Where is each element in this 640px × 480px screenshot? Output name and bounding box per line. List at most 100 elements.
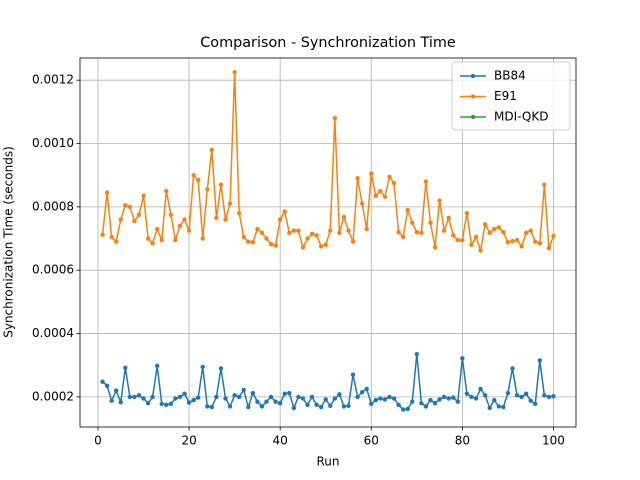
x-tick-label: 60	[364, 434, 379, 448]
data-point	[460, 237, 465, 243]
data-point	[337, 230, 342, 236]
data-point	[446, 396, 451, 401]
data-point	[501, 404, 506, 410]
data-point	[114, 239, 119, 244]
data-point	[400, 407, 406, 412]
legend-label: BB84	[494, 69, 526, 83]
data-point	[350, 239, 356, 244]
data-point	[382, 194, 388, 199]
data-point	[200, 236, 205, 241]
y-tick-label: 0.0006	[32, 263, 74, 277]
data-point	[136, 212, 142, 217]
legend-label: MDI-QKD	[494, 110, 548, 124]
data-point	[350, 372, 356, 377]
data-point	[104, 190, 110, 195]
data-point	[341, 404, 347, 409]
data-point	[223, 396, 228, 401]
data-point	[501, 230, 506, 235]
legend-marker	[470, 73, 476, 79]
data-point	[182, 217, 187, 222]
data-point	[100, 379, 105, 384]
data-point	[323, 397, 328, 402]
data-point	[355, 176, 360, 181]
data-point	[519, 394, 524, 400]
data-point	[123, 203, 128, 208]
data-point	[250, 240, 256, 245]
data-point	[305, 236, 310, 241]
data-point	[455, 399, 461, 404]
data-point	[300, 245, 306, 250]
data-point	[469, 394, 474, 400]
data-point	[419, 401, 424, 406]
data-point	[533, 239, 538, 244]
data-point	[227, 404, 233, 409]
data-point	[387, 394, 392, 400]
data-point	[236, 394, 242, 400]
data-point	[268, 242, 274, 247]
data-point	[428, 220, 433, 225]
data-point	[246, 404, 251, 410]
data-point	[514, 237, 520, 243]
data-point	[168, 212, 174, 217]
data-point	[277, 217, 283, 222]
data-point	[464, 391, 470, 396]
data-point	[469, 242, 474, 248]
data-point	[482, 393, 488, 398]
data-point	[164, 188, 169, 194]
data-point	[291, 405, 297, 411]
data-point	[537, 358, 542, 363]
data-point	[127, 204, 133, 210]
data-point	[314, 402, 319, 408]
data-point	[177, 394, 183, 400]
data-point	[118, 400, 123, 405]
y-tick-label: 0.0002	[32, 389, 74, 403]
y-tick-label: 0.0008	[32, 199, 74, 213]
data-point	[305, 402, 310, 408]
data-point	[396, 230, 401, 235]
data-point	[432, 401, 438, 406]
data-point	[391, 396, 397, 401]
data-point	[542, 393, 547, 398]
data-point	[309, 231, 315, 236]
x-tick-label: 20	[181, 434, 196, 448]
data-point	[264, 399, 269, 404]
data-point	[114, 388, 119, 393]
data-point	[373, 397, 379, 403]
data-point	[542, 182, 547, 187]
data-point	[282, 391, 287, 396]
data-point	[492, 226, 497, 232]
data-point	[155, 226, 160, 232]
data-point	[145, 401, 151, 406]
data-point	[173, 396, 178, 401]
data-point	[314, 233, 319, 238]
data-point	[546, 245, 552, 251]
y-axis-label: Synchronization Time (seconds)	[2, 146, 16, 338]
data-point	[414, 351, 420, 357]
data-point	[528, 228, 533, 233]
data-point	[205, 404, 210, 409]
data-point	[132, 218, 137, 224]
data-point	[168, 401, 174, 407]
data-point	[464, 211, 470, 216]
x-tick-label: 0	[94, 434, 102, 448]
data-point	[150, 394, 155, 400]
data-point	[259, 404, 265, 409]
data-point	[232, 70, 237, 75]
data-point	[400, 234, 406, 240]
data-point	[318, 244, 324, 249]
y-tick-label: 0.0010	[32, 136, 74, 150]
data-point	[296, 228, 301, 233]
series-line	[101, 72, 555, 251]
data-point	[241, 234, 246, 240]
data-point	[496, 404, 501, 409]
data-point	[341, 214, 347, 220]
data-point	[104, 383, 110, 389]
data-point	[191, 172, 196, 178]
data-point	[441, 394, 447, 400]
data-point	[328, 403, 333, 408]
data-point	[164, 402, 169, 408]
data-point	[410, 399, 415, 404]
data-point	[123, 365, 128, 370]
data-point	[391, 180, 397, 186]
